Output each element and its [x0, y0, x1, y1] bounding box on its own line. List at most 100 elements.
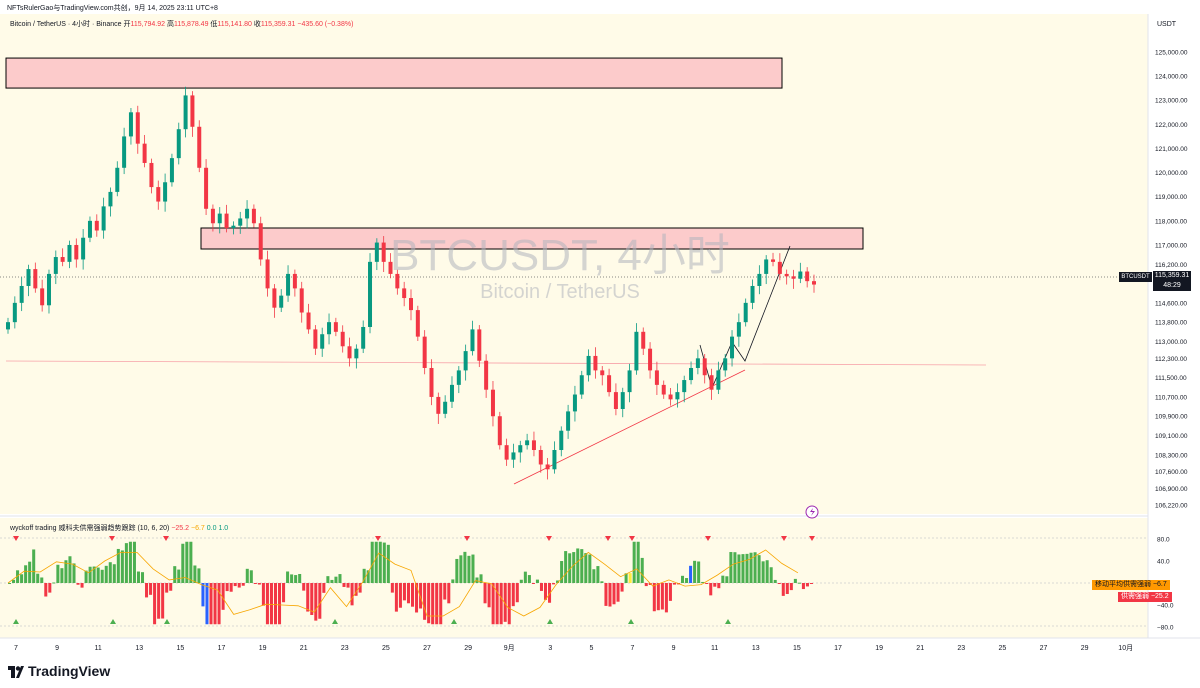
oscillator-bar: [354, 583, 358, 596]
brand-name: TradingView: [28, 663, 111, 679]
indicator-tick-label: 40.0: [1157, 559, 1170, 566]
buy-signal-marker: [451, 619, 457, 624]
candle-body: [210, 208, 215, 224]
sell-signal-marker: [546, 536, 552, 541]
alert-icon[interactable]: [805, 505, 819, 519]
oscillator-bar: [761, 561, 765, 583]
oscillator-bar: [455, 558, 459, 583]
candle-body: [661, 384, 666, 395]
oscillator-bar: [628, 573, 632, 583]
price-tick-label: 112,300.00: [1155, 356, 1187, 363]
tradingview-logo[interactable]: TradingView: [8, 663, 110, 679]
oscillator-bar: [487, 583, 491, 608]
candle-body: [292, 273, 297, 289]
oscillator-bar: [80, 583, 84, 588]
sell-signal-marker: [629, 536, 635, 541]
candle-body: [333, 322, 338, 332]
oscillator-bar: [560, 561, 564, 583]
oscillator-bar: [370, 541, 374, 583]
price-tick-label: 122,000.00: [1155, 122, 1188, 129]
oscillator-bar: [644, 583, 648, 587]
oscillator-bar: [431, 583, 435, 625]
oscillator-bar: [717, 583, 721, 589]
oscillator-bar: [608, 583, 612, 607]
oscillator-bar: [475, 577, 479, 583]
oscillator-bar: [527, 575, 531, 583]
oscillator-bar: [681, 575, 685, 583]
last-price-symbol: BTCUSDT: [1119, 272, 1152, 282]
symbol-legend[interactable]: Bitcoin / TetherUS · 4小时 · Binance 开115,…: [10, 19, 353, 29]
oscillator-bar: [423, 583, 427, 620]
oscillator-bar: [685, 578, 689, 583]
indicator-value-2: −6.7: [190, 525, 205, 532]
candle-body: [771, 259, 776, 262]
oscillator-bar: [689, 565, 693, 583]
candle-body: [374, 242, 379, 262]
candle-body: [750, 285, 755, 303]
time-tick-label: 29: [464, 645, 472, 652]
oscillator-bar: [394, 583, 398, 612]
high-label: 高: [166, 21, 174, 28]
oscillator-bar: [8, 583, 12, 584]
oscillator-bar: [443, 583, 447, 600]
change-value: −435.60 (−0.38%): [297, 21, 354, 28]
price-tick-label: 110,700.00: [1155, 394, 1187, 401]
time-tick-label: 11: [711, 645, 718, 652]
oscillator-bar: [729, 552, 733, 583]
buy-signal-marker: [13, 619, 19, 624]
candle-body: [87, 220, 92, 238]
oscillator-bar: [116, 548, 120, 583]
candle-body: [723, 358, 728, 371]
time-tick-label: 9: [55, 645, 59, 652]
candle-body: [525, 440, 530, 446]
oscillator-bar: [72, 563, 76, 583]
oscillator-bar: [189, 541, 193, 583]
oscillator-bar: [612, 583, 616, 605]
oscillator-bar: [552, 583, 556, 585]
publisher-credit: NFTsRulerGao与TradingView.com共创，9月 14, 20…: [7, 5, 218, 12]
oscillator-bar: [310, 583, 314, 615]
time-tick-label: 9: [672, 645, 676, 652]
oscillator-bar: [16, 570, 20, 583]
oscillator-bar: [132, 541, 136, 583]
oscillator-bar: [447, 583, 451, 604]
oscillator-bar: [398, 583, 402, 608]
oscillator-bar: [636, 541, 640, 583]
oscillator-bar: [145, 583, 149, 598]
oscillator-bar: [773, 579, 777, 583]
oscillator-bar: [809, 583, 813, 584]
oscillator-bar: [282, 583, 286, 603]
candle-body: [395, 273, 400, 289]
indicator-legend[interactable]: wyckoff trading 威科夫供需强弱趋势跟踪 (10, 6, 20) …: [10, 523, 228, 533]
supply-zones[interactable]: [5, 57, 864, 250]
price-tick-label: 109,900.00: [1155, 414, 1188, 421]
candle-body: [668, 394, 673, 400]
time-tick-label: 19: [875, 645, 883, 652]
currency-button[interactable]: USDT: [1157, 21, 1177, 28]
oscillator-bar: [350, 583, 354, 606]
time-tick-label: 10月: [1118, 644, 1133, 652]
candle-body: [190, 95, 195, 127]
indicator-tick-label: −80.0: [1157, 625, 1174, 632]
oscillator-bar: [406, 583, 410, 604]
candle-body: [204, 167, 209, 209]
candle-body: [490, 389, 495, 417]
candle-body: [402, 288, 407, 299]
oscillator-bar: [624, 573, 628, 583]
sell-signal-marker: [163, 536, 169, 541]
candle-body: [46, 273, 51, 306]
indicator-value-4: 1.0: [218, 525, 229, 532]
candle-body: [559, 430, 564, 451]
indicator-name[interactable]: wyckoff trading 威科夫供需强弱趋势跟踪 (10, 6, 20): [10, 525, 170, 532]
horizontal-level-line: [5, 360, 987, 366]
oscillator-bar: [672, 583, 676, 585]
oscillator-bar: [660, 583, 664, 610]
oscillator-bar: [705, 583, 709, 584]
close-value: 115,359.31: [260, 21, 296, 28]
symbol-title[interactable]: Bitcoin / TetherUS · 4小时 · Binance: [10, 21, 122, 28]
candle-body: [545, 464, 550, 470]
price-tick-label: 119,000.00: [1155, 194, 1187, 201]
buy-signal-marker: [110, 619, 116, 624]
candle-body: [299, 288, 304, 313]
